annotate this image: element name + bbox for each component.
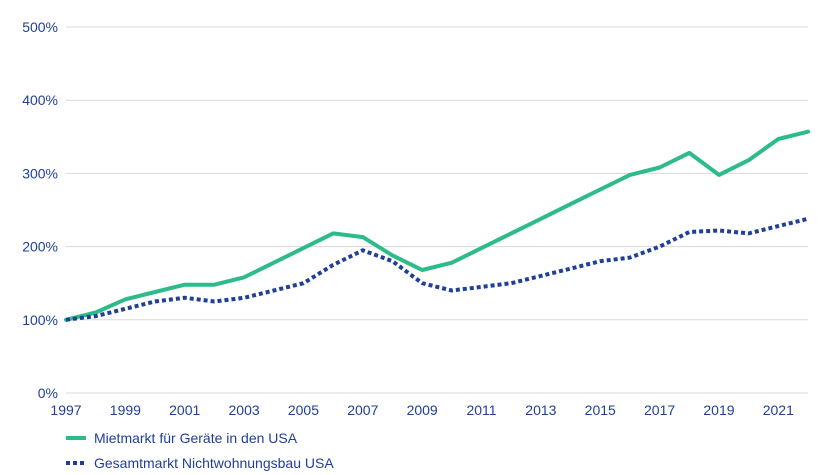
y-tick-label: 400% — [22, 92, 58, 108]
x-tick-label: 2003 — [229, 402, 260, 418]
x-axis-tick-labels: 1997 1999 2001 2003 2005 2007 2009 2011 2013 2015… — [50, 402, 794, 418]
gridlines — [66, 26, 808, 394]
y-tick-label: 300% — [22, 165, 58, 181]
x-tick-label: 2019 — [703, 402, 734, 418]
y-tick-label: 200% — [22, 239, 58, 255]
x-tick-label: 2013 — [525, 402, 556, 418]
y-tick-label: 0% — [38, 385, 58, 401]
x-tick-label: 2017 — [644, 402, 675, 418]
x-tick-label: 1999 — [110, 402, 141, 418]
x-tick-label: 2001 — [169, 402, 200, 418]
x-tick-label: 2015 — [585, 402, 616, 418]
x-tick-label: 2021 — [763, 402, 794, 418]
x-tick-label: 1997 — [50, 402, 81, 418]
legend: Mietmarkt für Geräte in den USA Gesamtmar… — [66, 430, 334, 471]
series-line-1 — [64, 129, 810, 322]
y-axis-tick-labels: 0% 100% 200% 300% 400% 500% — [22, 19, 58, 401]
x-tick-label: 2009 — [407, 402, 438, 418]
legend-label-2: Gesamtmarkt Nichtwohnungsbau USA — [94, 455, 334, 471]
y-tick-label: 100% — [22, 312, 58, 328]
x-tick-label: 2007 — [347, 402, 378, 418]
series-lines — [64, 129, 810, 322]
x-tick-label: 2005 — [288, 402, 319, 418]
y-tick-label: 500% — [22, 19, 58, 35]
x-tick-label: 2011 — [466, 402, 496, 418]
legend-label-1: Mietmarkt für Geräte in den USA — [94, 430, 298, 446]
series-line-2 — [65, 216, 809, 322]
